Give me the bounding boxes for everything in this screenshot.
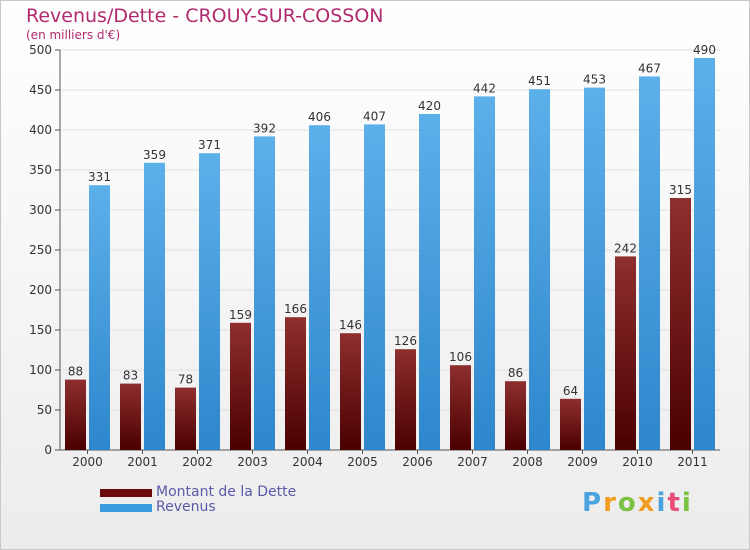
bar-revenus xyxy=(364,124,385,451)
data-label-revenus: 467 xyxy=(638,61,661,75)
logo-letter: t xyxy=(667,488,682,518)
bar-dette xyxy=(505,381,526,450)
y-tick-label: 100 xyxy=(29,363,52,377)
bar-dette xyxy=(175,387,196,450)
logo-letter: i xyxy=(656,488,668,518)
data-label-dette: 88 xyxy=(68,365,83,379)
bar-dette xyxy=(340,333,361,450)
x-tick-label: 2007 xyxy=(457,455,488,469)
data-label-revenus: 490 xyxy=(693,43,716,57)
data-label-revenus: 420 xyxy=(418,99,441,113)
bar-dette xyxy=(395,349,416,450)
bar-dette xyxy=(230,322,251,450)
x-tick-label: 2003 xyxy=(237,455,268,469)
logo-letter: P xyxy=(582,488,604,518)
legend-swatch-dette xyxy=(100,489,152,497)
proxiti-logo: Proxiti xyxy=(582,488,693,518)
y-tick-label: 400 xyxy=(29,123,52,137)
bar-revenus xyxy=(144,162,165,451)
x-tick-label: 2009 xyxy=(567,455,598,469)
data-label-revenus: 407 xyxy=(363,109,386,123)
x-tick-label: 2006 xyxy=(402,455,433,469)
legend-label-dette: Montant de la Dette xyxy=(156,484,297,500)
bar-dette xyxy=(615,256,636,450)
y-tick-label: 0 xyxy=(44,443,52,457)
chart-subtitle: (en milliers d'€) xyxy=(26,28,121,42)
y-tick-label: 200 xyxy=(29,283,52,297)
legend-label-revenus: Revenus xyxy=(156,499,216,515)
bar-dette xyxy=(285,317,306,450)
data-label-revenus: 442 xyxy=(473,81,496,95)
data-label-revenus: 331 xyxy=(88,170,111,184)
data-label-dette: 126 xyxy=(394,334,417,348)
y-tick-label: 350 xyxy=(29,163,52,177)
y-tick-label: 500 xyxy=(29,43,52,57)
y-tick-label: 300 xyxy=(29,203,52,217)
bar-revenus xyxy=(694,58,715,450)
data-label-dette: 315 xyxy=(669,183,692,197)
data-label-revenus: 371 xyxy=(198,138,221,152)
data-label-dette: 146 xyxy=(339,318,362,332)
bar-dette xyxy=(560,398,581,450)
x-tick-label: 2010 xyxy=(622,455,653,469)
bar-revenus xyxy=(529,89,550,450)
data-label-dette: 106 xyxy=(449,350,472,364)
data-label-dette: 86 xyxy=(508,366,523,380)
x-tick-label: 2000 xyxy=(72,455,103,469)
bar-dette xyxy=(120,383,141,450)
y-tick-label: 50 xyxy=(37,403,52,417)
bar-revenus xyxy=(419,114,440,450)
logo-letter: i xyxy=(681,488,693,518)
data-label-dette: 78 xyxy=(178,373,193,387)
logo-letter: o xyxy=(617,488,638,518)
x-tick-label: 2004 xyxy=(292,455,323,469)
data-label-revenus: 453 xyxy=(583,73,606,87)
data-label-dette: 242 xyxy=(614,241,637,255)
data-label-dette: 166 xyxy=(284,302,307,316)
x-tick-label: 2005 xyxy=(347,455,378,469)
y-tick-label: 450 xyxy=(29,83,52,97)
data-label-revenus: 359 xyxy=(143,148,166,162)
bar-revenus xyxy=(199,153,220,450)
x-tick-label: 2002 xyxy=(182,455,213,469)
x-tick-label: 2001 xyxy=(127,455,158,469)
logo-letter: x xyxy=(637,488,657,518)
logo-letter: r xyxy=(603,488,618,518)
data-label-revenus: 406 xyxy=(308,110,331,124)
bar-revenus xyxy=(89,185,110,450)
bar-revenus xyxy=(639,76,660,451)
data-label-revenus: 451 xyxy=(528,74,551,88)
y-tick-label: 250 xyxy=(29,243,52,257)
bar-dette xyxy=(670,198,691,450)
data-label-revenus: 392 xyxy=(253,121,276,135)
data-label-dette: 64 xyxy=(563,384,578,398)
bar-dette xyxy=(450,365,471,450)
legend-swatch-revenus xyxy=(100,504,152,512)
data-label-dette: 83 xyxy=(123,369,138,383)
data-label-dette: 159 xyxy=(229,308,252,322)
bar-revenus xyxy=(474,96,495,451)
bar-revenus xyxy=(254,136,275,450)
x-tick-label: 2008 xyxy=(512,455,543,469)
chart-title: Revenus/Dette - CROUY-SUR-COSSON xyxy=(26,5,384,27)
bar-dette xyxy=(65,379,86,450)
y-tick-label: 150 xyxy=(29,323,52,337)
bar-revenus xyxy=(584,87,605,450)
x-tick-label: 2011 xyxy=(677,455,708,469)
bar-revenus xyxy=(309,125,330,450)
